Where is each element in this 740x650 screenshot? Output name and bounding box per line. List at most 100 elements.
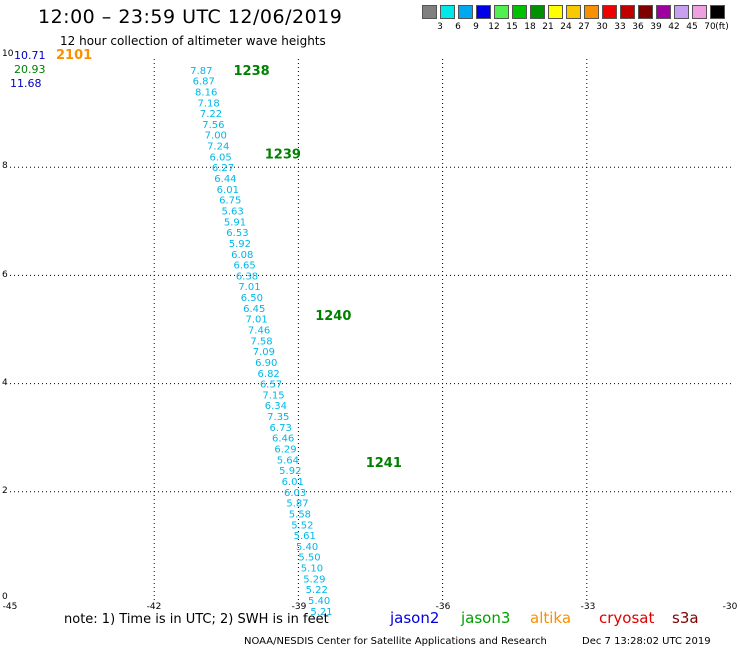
- swh-point-0: 7.87: [190, 66, 212, 77]
- swh-point-10: 6.44: [214, 174, 236, 185]
- x-tick-minus45: -45: [2, 602, 18, 612]
- legend-swatch-11: [620, 5, 635, 19]
- swh-point-2: 8.16: [195, 87, 217, 98]
- swh-point-22: 6.45: [243, 304, 265, 315]
- swh-point-33: 6.73: [270, 423, 292, 434]
- legend-label-21: 21: [542, 22, 554, 32]
- legend-label-12: 12: [488, 22, 500, 32]
- corner-value-1: 10.71: [14, 49, 46, 62]
- legend-label-27: 27: [578, 22, 590, 32]
- y-tick-10: 10: [2, 49, 14, 59]
- swh-point-13: 5.63: [221, 206, 243, 217]
- legend-swatch-8: [566, 5, 581, 19]
- legend-label-36: 36: [632, 22, 644, 32]
- swh-point-25: 7.58: [250, 336, 272, 347]
- corner-time-2101: 2101: [56, 48, 93, 63]
- swh-point-1: 6.87: [193, 77, 215, 88]
- swh-point-5: 7.56: [202, 120, 224, 131]
- sat-altika: altika: [530, 609, 572, 627]
- swh-point-29: 6.57: [260, 380, 282, 391]
- swh-point-16: 5.92: [229, 239, 251, 250]
- swh-point-20: 7.01: [238, 282, 260, 293]
- swh-point-8: 6.05: [209, 152, 231, 163]
- credit-text: NOAA/NESDIS Center for Satellite Applica…: [244, 636, 547, 647]
- legend-swatch-9: [584, 5, 599, 19]
- legend-label-70: 70: [704, 22, 716, 32]
- swh-point-14: 5.91: [224, 217, 246, 228]
- chart-title: 12:00 – 23:59 UTC 12/06/2019: [38, 6, 343, 28]
- swh-point-32: 7.35: [267, 412, 289, 423]
- legend-swatch-2: [458, 5, 473, 19]
- legend-swatch-14: [674, 5, 689, 19]
- swh-point-36: 5.64: [277, 455, 299, 466]
- swh-point-40: 5.87: [286, 499, 308, 510]
- swh-point-12: 6.75: [219, 196, 241, 207]
- legend-swatch-4: [494, 5, 509, 19]
- swh-point-21: 6.50: [241, 293, 263, 304]
- legend-swatch-10: [602, 5, 617, 19]
- swh-point-39: 6.03: [284, 488, 306, 499]
- swh-point-41: 5.58: [289, 509, 311, 520]
- swh-point-35: 6.29: [274, 445, 296, 456]
- swh-point-48: 5.22: [306, 585, 328, 596]
- x-tick-minus36: -36: [435, 602, 451, 612]
- legend-swatch-3: [476, 5, 491, 19]
- x-tick-minus30: -30: [722, 602, 738, 612]
- legend-label-15: 15: [506, 22, 518, 32]
- swh-point-26: 7.09: [253, 347, 275, 358]
- legend-label-3: 3: [437, 22, 443, 32]
- legend-swatch-1: [440, 5, 455, 19]
- footer-note: note: 1) Time is in UTC; 2) SWH is in fe…: [64, 612, 329, 627]
- sat-jason3: jason3: [461, 609, 511, 627]
- legend-swatch-12: [638, 5, 653, 19]
- swh-point-31: 6.34: [265, 401, 287, 412]
- legend-label-39: 39: [650, 22, 662, 32]
- swh-point-47: 5.29: [303, 574, 325, 585]
- swh-point-34: 6.46: [272, 434, 294, 445]
- legend-label-42: 42: [668, 22, 680, 32]
- legend-label-30: 30: [596, 22, 608, 32]
- sat-s3a: s3a: [672, 609, 699, 627]
- legend-label-45: 45: [686, 22, 698, 32]
- swh-point-49: 5.40: [308, 596, 330, 607]
- swh-point-43: 5.61: [294, 531, 316, 542]
- x-tick-minus42: -42: [146, 602, 162, 612]
- time-label-1238: 1238: [234, 64, 270, 79]
- swh-point-11: 6.01: [217, 185, 239, 196]
- sat-jason2: jason2: [390, 609, 440, 627]
- legend-swatch-13: [656, 5, 671, 19]
- swh-point-45: 5.50: [298, 553, 320, 564]
- swh-point-27: 6.90: [255, 358, 277, 369]
- swh-point-17: 6.08: [231, 250, 253, 261]
- time-label-1241: 1241: [366, 456, 402, 471]
- y-tick-6: 6: [2, 270, 8, 280]
- swh-point-42: 5.52: [291, 520, 313, 531]
- legend-swatch-15: [692, 5, 707, 19]
- swh-point-23: 7.01: [246, 315, 268, 326]
- swh-point-4: 7.22: [200, 109, 222, 120]
- x-tick-minus39: -39: [291, 602, 307, 612]
- legend-label-24: 24: [560, 22, 572, 32]
- y-tick-8: 8: [2, 161, 8, 171]
- swh-point-3: 7.18: [197, 98, 219, 109]
- legend-swatch-16: [710, 5, 725, 19]
- legend-label-6: 6: [455, 22, 461, 32]
- x-tick-minus33: -33: [580, 602, 596, 612]
- legend-swatch-5: [512, 5, 527, 19]
- generated-time: Dec 7 13:28:02 UTC 2019: [582, 636, 711, 647]
- swh-point-6: 7.00: [205, 131, 227, 142]
- swh-point-15: 6.53: [226, 228, 248, 239]
- legend-swatch-0: [422, 5, 437, 19]
- time-label-1239: 1239: [265, 148, 301, 163]
- swh-point-18: 6.65: [234, 261, 256, 272]
- legend-label-33: 33: [614, 22, 626, 32]
- swh-point-9: 6.27: [212, 163, 234, 174]
- legend-swatch-7: [548, 5, 563, 19]
- swh-point-46: 5.10: [301, 564, 323, 575]
- swh-point-24: 7.46: [248, 326, 270, 337]
- legend-label-9: 9: [473, 22, 479, 32]
- legend-swatch-6: [530, 5, 545, 19]
- legend-label-18: 18: [524, 22, 536, 32]
- y-tick-0: 0: [2, 592, 8, 602]
